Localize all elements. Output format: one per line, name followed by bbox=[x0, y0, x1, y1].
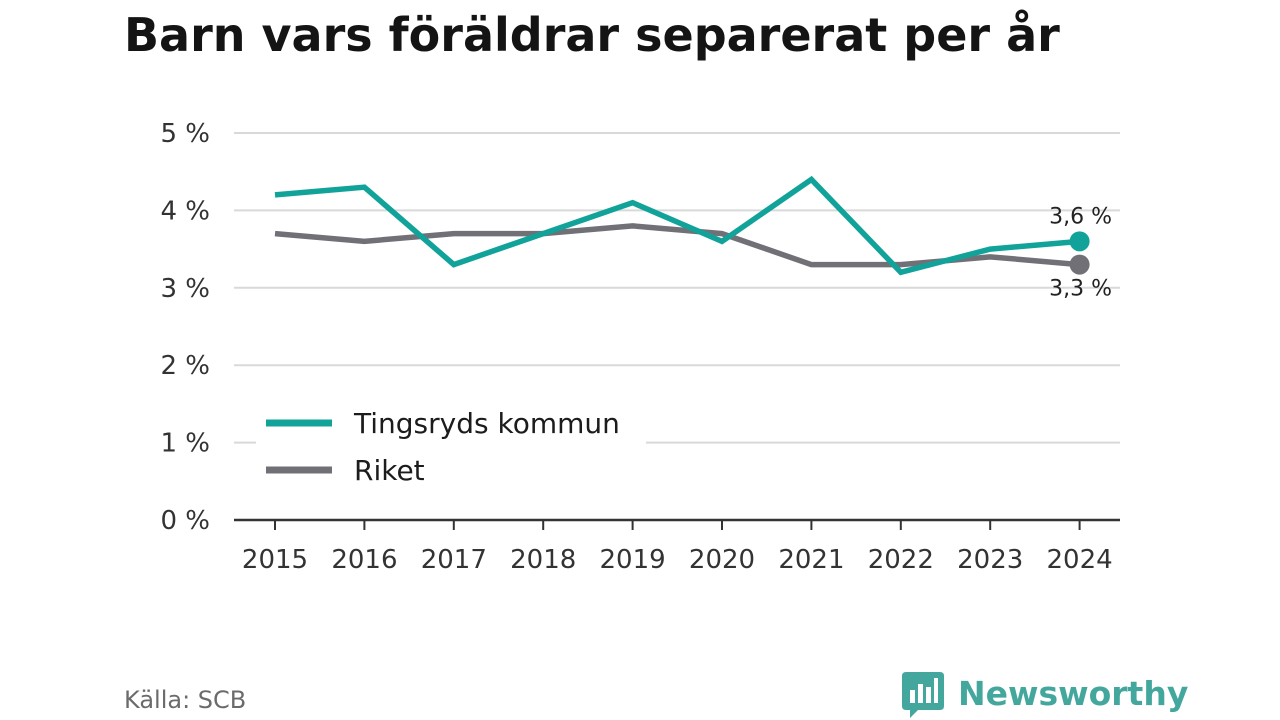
series-end-point bbox=[1069, 254, 1090, 275]
y-tick-label: 2 % bbox=[160, 351, 210, 381]
y-tick-label: 0 % bbox=[160, 506, 210, 536]
brand-name: Newsworthy bbox=[958, 674, 1189, 713]
x-tick-label: 2020 bbox=[689, 545, 755, 575]
chart-title: Barn vars föräldrar separerat per år bbox=[124, 8, 1060, 62]
series-end-point bbox=[1069, 231, 1090, 252]
x-tick-label: 2016 bbox=[331, 545, 397, 575]
legend: Tingsryds kommun Riket bbox=[256, 398, 646, 502]
bar-chart-speech-bubble-icon bbox=[902, 672, 944, 718]
x-tick-label: 2024 bbox=[1047, 545, 1113, 575]
grid-lines bbox=[234, 132, 1120, 444]
x-tick-label: 2022 bbox=[868, 545, 934, 575]
y-axis-ticks: 0 % 1 % 2 % 3 % 4 % 5 % bbox=[160, 119, 210, 536]
data-label: 3,6 % bbox=[1049, 204, 1112, 229]
x-tick-label: 2023 bbox=[957, 545, 1023, 575]
series-line bbox=[274, 175, 1080, 276]
x-tick-label: 2019 bbox=[600, 545, 666, 575]
x-tick-label: 2015 bbox=[242, 545, 308, 575]
source-note: Källa: SCB bbox=[124, 686, 247, 714]
data-label: 3,3 % bbox=[1049, 277, 1112, 302]
legend-background bbox=[256, 398, 646, 502]
legend-label: Tingsryds kommun bbox=[353, 407, 620, 440]
y-tick-label: 1 % bbox=[160, 429, 210, 459]
x-tick-label: 2017 bbox=[421, 545, 487, 575]
y-tick-label: 3 % bbox=[160, 274, 210, 304]
end-labels: 3,6 % 3,3 % bbox=[1049, 204, 1112, 301]
x-tick-label: 2018 bbox=[510, 545, 576, 575]
legend-label: Riket bbox=[354, 454, 425, 487]
series-lines bbox=[274, 175, 1090, 276]
y-tick-label: 5 % bbox=[160, 119, 210, 149]
x-axis: 2015 2016 2017 2018 2019 2020 2021 2022 2023 2024 bbox=[234, 518, 1120, 575]
y-tick-label: 4 % bbox=[160, 196, 210, 226]
x-tick-label: 2021 bbox=[778, 545, 844, 575]
